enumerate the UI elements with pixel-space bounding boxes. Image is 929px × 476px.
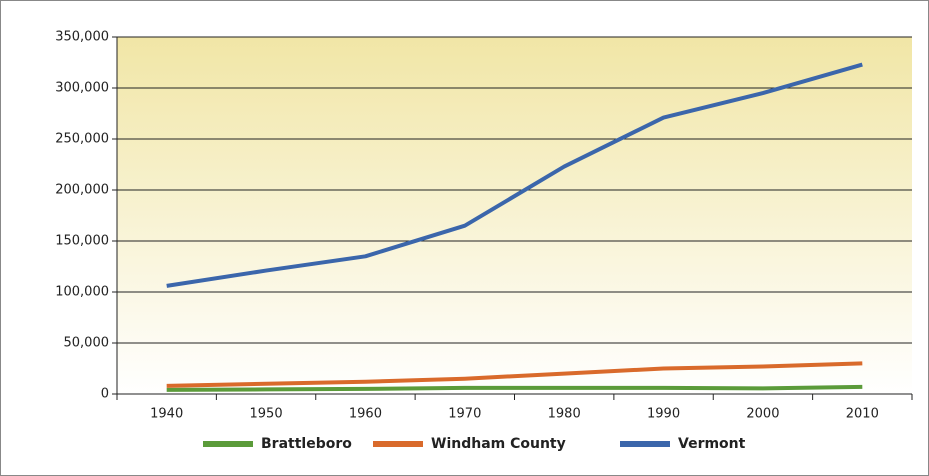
- series-line: [166, 384, 863, 392]
- x-tick-label: 1940: [150, 407, 183, 422]
- y-tick-label: 0: [101, 387, 109, 402]
- y-tick-label: 150,000: [55, 234, 109, 249]
- x-tick-label: 2010: [846, 407, 879, 422]
- plot-background: [117, 37, 912, 394]
- x-tick-label: 1960: [349, 407, 382, 422]
- legend-label: Brattleboro: [261, 436, 352, 452]
- x-tick-label: 1990: [647, 407, 680, 422]
- legend-label: Windham County: [431, 436, 566, 452]
- y-tick-label: 350,000: [55, 30, 109, 45]
- y-tick-label: 200,000: [55, 183, 109, 198]
- y-tick-label: 300,000: [55, 81, 109, 96]
- x-tick-label: 1980: [548, 407, 581, 422]
- series-line: [166, 62, 863, 288]
- y-tick-label: 50,000: [64, 336, 110, 351]
- legend-label: Vermont: [678, 436, 746, 452]
- x-tick-label: 1970: [448, 407, 481, 422]
- y-tick-label: 250,000: [55, 132, 109, 147]
- series-line: [166, 361, 863, 388]
- x-tick-label: 1950: [250, 407, 283, 422]
- y-tick-label: 100,000: [55, 285, 109, 300]
- x-tick-label: 2000: [746, 407, 779, 422]
